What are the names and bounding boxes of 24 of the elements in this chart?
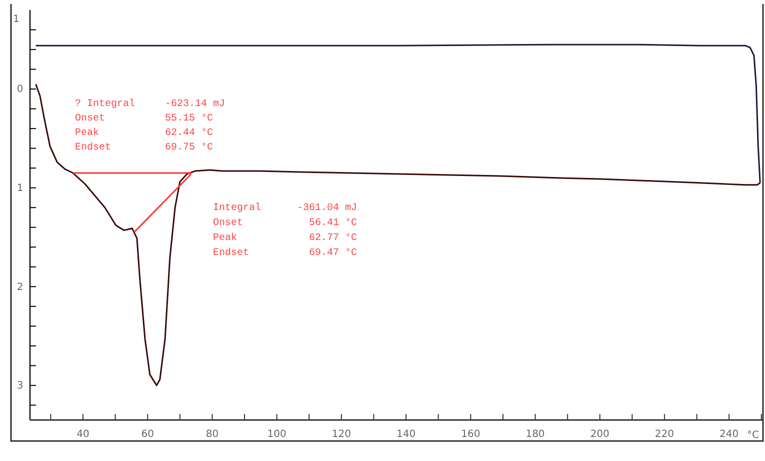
x-axis-title: °C: [747, 430, 760, 441]
x-tick-label: 120: [332, 429, 351, 440]
x-tick-label: 240: [720, 429, 739, 440]
x-tick-label: 100: [267, 429, 286, 440]
x-tick-label: 220: [654, 429, 674, 440]
annotation: Endset 69.47 °C: [213, 247, 358, 259]
annotation: Integral -361.04 mJ: [213, 202, 358, 214]
annotation: Onset 56.41 °C: [213, 218, 358, 229]
y-tick-label: 0: [16, 84, 24, 96]
x-tick-label: 140: [396, 429, 416, 440]
y-tick-label: 2: [16, 282, 24, 293]
x-tick-label: 60: [141, 429, 154, 440]
annotation: Peak 62.77 °C: [213, 232, 358, 244]
annotation: Endset 69.75 °C: [75, 142, 214, 154]
x-tick-label: 160: [461, 429, 480, 440]
x-tick-label: 200: [590, 429, 610, 440]
x-tick-label: 40: [76, 429, 90, 440]
y-tick-label: 3: [16, 380, 24, 392]
y-tick-label: 1: [16, 183, 24, 194]
x-tick-label: 180: [526, 429, 545, 440]
x-tick-label: 80: [206, 429, 219, 440]
annotation: Onset 55.15 °C: [75, 114, 214, 124]
annotation: ? Integral -623.14 mJ: [75, 98, 226, 110]
annotation: Peak 62.44 °C: [75, 127, 214, 139]
